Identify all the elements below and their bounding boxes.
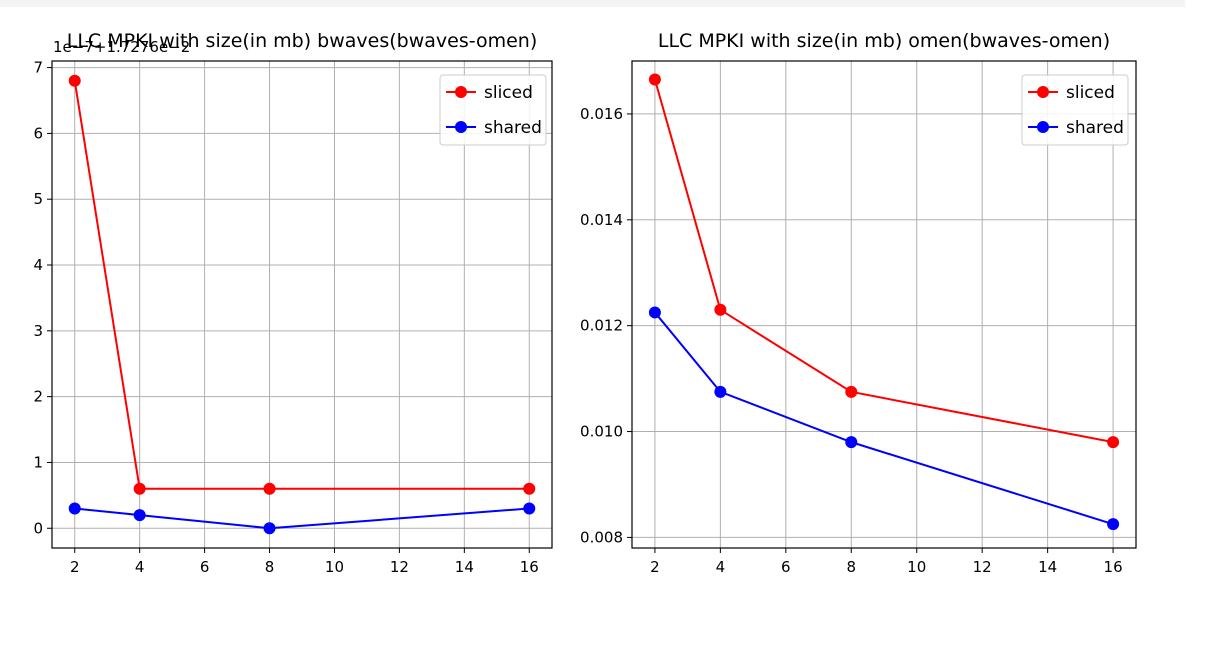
axis-offset-label: 1e−7+1.7276e−2 <box>53 38 190 56</box>
chart-omen: 2 4 6 8 10 12 14 16 0.008 0.010 0.012 0.014 0.016 LLC… <box>580 30 1137 576</box>
x-tick-label: 2 <box>650 558 660 576</box>
data-point <box>133 482 146 495</box>
y-tick-label: 6 <box>33 124 43 142</box>
x-tick-label: 14 <box>455 558 474 576</box>
x-tick-label: 4 <box>716 558 726 576</box>
x-tick-label: 12 <box>973 558 992 576</box>
x-tick-label: 6 <box>200 558 210 576</box>
x-tick-label: 16 <box>520 558 539 576</box>
series-line <box>74 507 530 530</box>
chart-title: LLC MPKI with size(in mb) omen(bwaves-om… <box>658 30 1110 52</box>
x-tick-label: 8 <box>846 558 856 576</box>
series-shared <box>648 306 1120 531</box>
x-tick-label: 4 <box>135 558 145 576</box>
series-line <box>654 311 1114 526</box>
series-sliced <box>68 74 536 495</box>
series-shared <box>68 502 536 535</box>
y-tick-label: 0.016 <box>580 105 623 123</box>
y-tick-label: 0.010 <box>580 423 623 441</box>
data-point <box>648 306 661 319</box>
y-tick-label: 0.012 <box>580 317 623 335</box>
y-tick-label: 0.008 <box>580 528 623 546</box>
data-point <box>714 303 727 316</box>
x-tick-label: 16 <box>1104 558 1123 576</box>
data-point <box>714 385 727 398</box>
y-tick-label: 3 <box>33 322 43 340</box>
series-line <box>653 79 1114 444</box>
legend-marker <box>1037 121 1049 133</box>
data-point <box>1107 518 1120 531</box>
legend-label: shared <box>1066 118 1124 138</box>
legend-marker <box>455 121 467 133</box>
y-tick-label: 1 <box>33 453 43 471</box>
data-point <box>133 509 146 522</box>
series-sliced <box>648 73 1120 449</box>
x-tick-label: 14 <box>1038 558 1057 576</box>
legend-marker <box>1037 86 1049 98</box>
legend-label: shared <box>484 118 542 138</box>
y-tick-label: 4 <box>33 256 43 274</box>
legend-marker <box>455 86 467 98</box>
x-tick-label: 6 <box>781 558 791 576</box>
data-point <box>263 522 276 535</box>
series-line <box>73 80 530 490</box>
grid <box>52 61 552 548</box>
x-tick-label: 8 <box>265 558 275 576</box>
y-tick-label: 0.014 <box>580 211 623 229</box>
legend-label: sliced <box>1066 83 1115 103</box>
data-point <box>523 482 536 495</box>
x-tick-label: 10 <box>907 558 926 576</box>
data-point <box>845 436 858 449</box>
data-point <box>68 74 81 87</box>
legend-label: sliced <box>484 83 533 103</box>
x-tick-label: 10 <box>325 558 344 576</box>
y-tick-label: 7 <box>33 59 43 77</box>
data-point <box>68 502 81 515</box>
x-tick-label: 2 <box>70 558 80 576</box>
data-point <box>263 482 276 495</box>
legend: sliced shared <box>1021 74 1129 146</box>
right-strip <box>1185 0 1207 666</box>
legend: sliced shared <box>439 74 547 146</box>
data-point <box>648 73 661 86</box>
plot-frame <box>631 60 1137 549</box>
top-strip <box>0 0 1185 7</box>
data-point <box>523 502 536 515</box>
data-point <box>845 385 858 398</box>
plot-frame <box>51 60 553 549</box>
data-point <box>1107 436 1120 449</box>
chart-title: LLC MPKI with size(in mb) bwaves(bwaves-… <box>67 30 537 52</box>
y-tick-label: 5 <box>33 190 43 208</box>
x-tick-label: 12 <box>390 558 409 576</box>
y-tick-label: 0 <box>33 519 43 537</box>
y-tick-label: 2 <box>33 388 43 406</box>
